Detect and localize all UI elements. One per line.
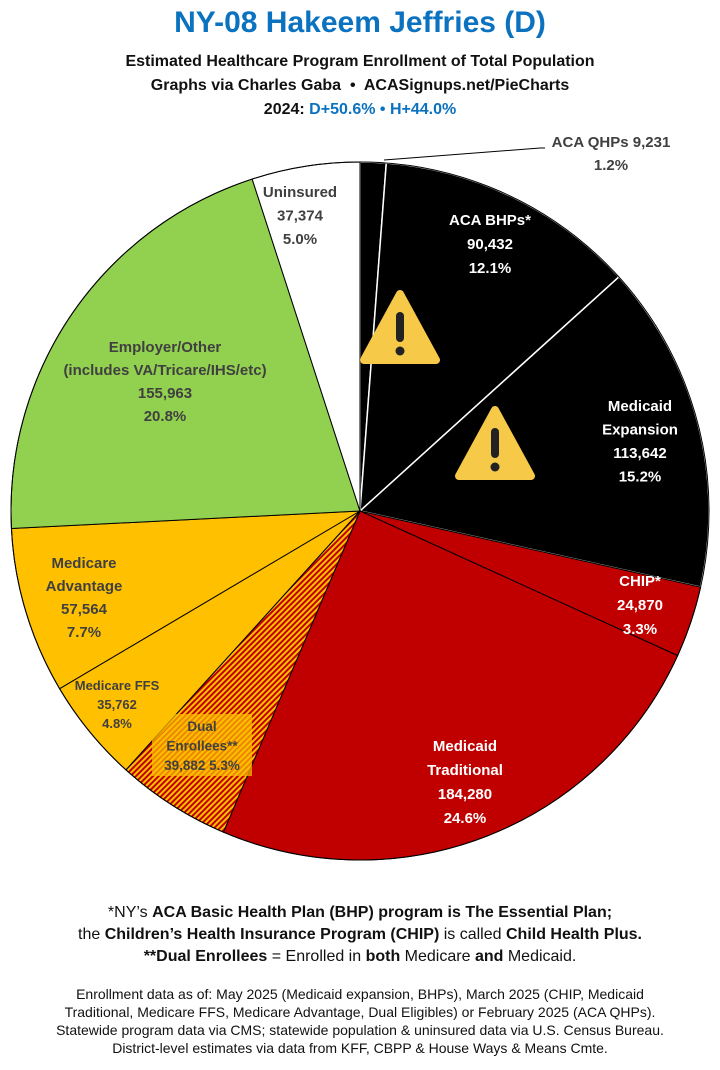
- election-prefix: 2024:: [263, 101, 310, 118]
- slice-label-expansion: Expansion: [602, 422, 678, 439]
- election-d: D+50.6%: [309, 101, 376, 118]
- slice-label-advantage: Advantage: [46, 578, 123, 595]
- warning-triangle-icon: [455, 406, 535, 480]
- slice-label-chip: CHIP*: [619, 573, 661, 590]
- slice-label-advantage: Medicare: [51, 555, 116, 572]
- footnote-chip: the Children’s Health Insurance Program …: [78, 926, 642, 943]
- slice-label-bhp: 90,432: [467, 236, 513, 253]
- leader-line-qhp: [383, 147, 545, 161]
- slice-label-chip: 3.3%: [623, 621, 657, 638]
- chart-credit: Graphs via Charles Gaba • ACASignups.net…: [150, 77, 570, 94]
- slice-label-employer: 155,963: [138, 385, 192, 402]
- election-sep: •: [375, 101, 390, 118]
- slice-label-employer: 20.8%: [144, 408, 187, 425]
- election-h: H+44.0%: [389, 101, 457, 118]
- slice-label-ffs: 4.8%: [102, 716, 132, 731]
- dual-label-background: [152, 714, 252, 776]
- slice-label-uninsured: 37,374: [277, 208, 324, 225]
- slice-label-bhp: 12.1%: [469, 260, 512, 277]
- slice-label-chip: 24,870: [617, 597, 663, 614]
- chart-title: NY-08 Hakeem Jeffries (D): [174, 6, 546, 39]
- slice-label-qhp: 1.2%: [594, 157, 628, 174]
- slice-label-dual: Dual: [187, 719, 216, 734]
- slice-label-bhp: ACA BHPs*: [449, 212, 531, 229]
- slice-label-advantage: 7.7%: [67, 624, 101, 641]
- slice-label-uninsured: 5.0%: [283, 231, 317, 248]
- footnotes: *NY’s ACA Basic Health Plan (BHP) progra…: [0, 902, 720, 968]
- election-results: 2024: D+50.6% • H+44.0%: [0, 101, 720, 119]
- slice-label-employer: (includes VA/Tricare/IHS/etc): [63, 362, 266, 379]
- slice-label-dual: 39,882 5.3%: [164, 758, 240, 773]
- slice-label-expansion: Medicaid: [608, 398, 672, 415]
- source-line: Enrollment data as of: May 2025 (Medicai…: [76, 986, 644, 1002]
- slice-label-advantage: 57,564: [61, 601, 108, 618]
- slice-label-dual: Enrollees**: [166, 739, 238, 754]
- slice-label-employer: Employer/Other: [109, 339, 222, 356]
- slice-label-qhp: ACA QHPs 9,231: [552, 134, 671, 151]
- pie-chart: ACA QHPs 9,231 1.2% ACA BHPs* 90,432 12.1% Me…: [10, 134, 710, 861]
- source-line: Statewide program data via CMS; statewid…: [56, 1022, 664, 1038]
- footnote-bhp: *NY’s ACA Basic Health Plan (BHP) progra…: [107, 904, 613, 921]
- slice-label-ffs: 35,762: [97, 697, 137, 712]
- slice-label-expansion: 15.2%: [619, 469, 662, 486]
- slice-label-traditional: 184,280: [438, 786, 492, 803]
- slice-label-traditional: Medicaid: [433, 738, 497, 755]
- source-line: District-level estimates via data from K…: [112, 1040, 608, 1056]
- footnote-dual: **Dual Enrollees = Enrolled in both Medi…: [143, 948, 577, 965]
- slice-label-traditional: Traditional: [427, 762, 503, 779]
- chart-subtitle: Estimated Healthcare Program Enrollment …: [125, 53, 595, 70]
- slice-label-expansion: 113,642: [613, 445, 666, 462]
- warning-triangle-icon: [360, 290, 440, 364]
- data-sources: Enrollment data as of: May 2025 (Medicai…: [0, 985, 720, 1057]
- slice-label-traditional: 24.6%: [444, 810, 487, 827]
- pie-outline: [10, 161, 710, 861]
- source-line: Traditional, Medicare FFS, Medicare Adva…: [64, 1004, 656, 1020]
- slice-label-ffs: Medicare FFS: [75, 678, 160, 693]
- slice-label-uninsured: Uninsured: [263, 184, 337, 201]
